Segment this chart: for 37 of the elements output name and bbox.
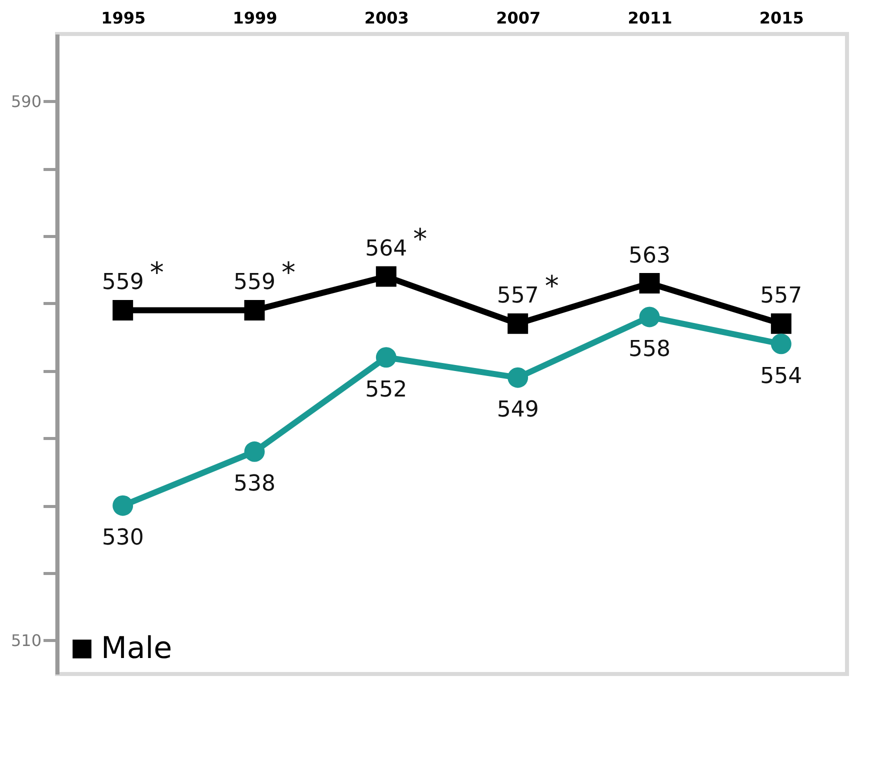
legend-label: Male	[101, 631, 172, 666]
x-tick-label: 2003	[364, 8, 409, 28]
point	[244, 300, 265, 320]
data-label: 552	[365, 377, 408, 402]
data-label: 558	[628, 336, 670, 362]
point	[508, 367, 528, 388]
annotation: *	[413, 222, 428, 256]
x-tick-label: 2007	[496, 8, 541, 28]
point	[770, 334, 792, 354]
annotation: *	[150, 256, 164, 290]
point	[112, 300, 134, 320]
data-label: 557	[760, 284, 802, 309]
y-tick-label: 510	[10, 630, 42, 650]
x-tick-label: 2015	[759, 8, 804, 28]
point	[770, 313, 792, 334]
data-label: 530	[102, 526, 144, 551]
point	[639, 306, 660, 328]
annotation: *	[544, 270, 559, 303]
data-label: 559	[234, 270, 276, 296]
x-tick-label: 1995	[101, 8, 146, 28]
data-label: 564	[365, 236, 408, 262]
data-label: 549	[496, 398, 539, 423]
y-tick-label: 590	[10, 92, 42, 111]
x-tick-label: 2011	[628, 8, 672, 28]
data-label: 538	[234, 472, 276, 497]
point	[244, 441, 265, 462]
data-label: 554	[760, 364, 802, 389]
point	[112, 495, 134, 516]
data-label: 563	[628, 243, 670, 268]
annotation: *	[282, 256, 296, 290]
data-label: 559	[102, 270, 144, 296]
point	[376, 347, 396, 368]
x-tick-label: 1999	[232, 8, 278, 28]
point	[376, 266, 396, 287]
data-label: 557	[496, 284, 539, 309]
point	[508, 313, 528, 334]
point	[639, 273, 660, 294]
